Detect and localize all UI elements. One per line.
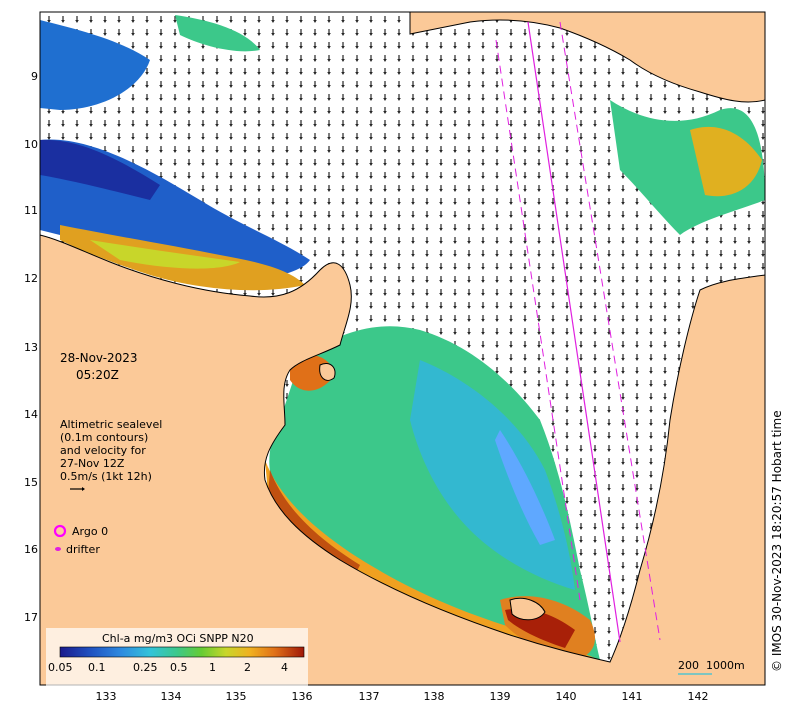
description-line-2: (0.1m contours) [60, 431, 149, 444]
lat-tick-12: 12 [24, 272, 38, 285]
colorbar-tick-4: 1 [209, 661, 216, 674]
lat-tick-13: 13 [24, 341, 38, 354]
islands [319, 363, 546, 621]
argo-label: Argo 0 [72, 525, 109, 538]
drifter-label: drifter [66, 543, 100, 556]
description-line-5: 0.5m/s (1kt 12h) [60, 470, 152, 483]
lat-tick-17: 17 [24, 611, 38, 624]
description-line-3: and velocity for [60, 444, 146, 457]
lon-tick-141: 141 [621, 690, 643, 703]
map-time: 05:20Z [76, 368, 119, 382]
drifter-marker [55, 547, 61, 551]
description-line-1: Altimetric sealevel [60, 418, 163, 431]
lon-tick-134: 134 [160, 690, 182, 703]
description-line-4: 27-Nov 12Z [60, 457, 125, 470]
colorbar-tick-0: 0.05 [48, 661, 73, 674]
lon-tick-135: 135 [225, 690, 247, 703]
depth-scale-label-1000: 1000m [706, 659, 745, 672]
colorbar-tick-1: 0.1 [88, 661, 106, 674]
lat-tick-9: 9 [31, 70, 38, 83]
argo-marker [53, 524, 67, 538]
colorbar-gradient [59, 646, 305, 658]
colorbar-title: Chl-a mg/m3 OCi SNPP N20 [102, 632, 254, 645]
lat-tick-11: 11 [24, 204, 38, 217]
lat-tick-16: 16 [24, 543, 38, 556]
chlorophyll-layer [40, 15, 765, 665]
colorbar-tick-5: 2 [244, 661, 251, 674]
lat-tick-15: 15 [24, 476, 38, 489]
lon-tick-136: 136 [291, 690, 313, 703]
imos-credit: © IMOS 30-Nov-2023 18:20:57 Hobart time [770, 410, 784, 672]
description-block: Altimetric sealevel (0.1m contours) and … [60, 418, 162, 483]
lon-tick-138: 138 [423, 690, 445, 703]
lon-tick-139: 139 [489, 690, 511, 703]
map-frame [39, 11, 766, 686]
altimeter-tracks [495, 21, 661, 643]
colorbar-tick-2: 0.25 [133, 661, 158, 674]
depth-scale-label-200: 200 [678, 659, 699, 672]
lat-tick-14: 14 [24, 408, 38, 421]
map-date: 28-Nov-2023 [60, 351, 138, 365]
timestamp-block: 28-Nov-2023 05:20Z [60, 350, 138, 384]
lon-tick-133: 133 [95, 690, 117, 703]
colorbar-tick-3: 0.5 [170, 661, 188, 674]
lon-tick-142: 142 [687, 690, 709, 703]
land [39, 11, 766, 686]
colorbar [46, 628, 308, 686]
lon-tick-137: 137 [358, 690, 380, 703]
colorbar-tick-6: 4 [281, 661, 288, 674]
lon-tick-140: 140 [555, 690, 577, 703]
lat-tick-10: 10 [24, 138, 38, 151]
